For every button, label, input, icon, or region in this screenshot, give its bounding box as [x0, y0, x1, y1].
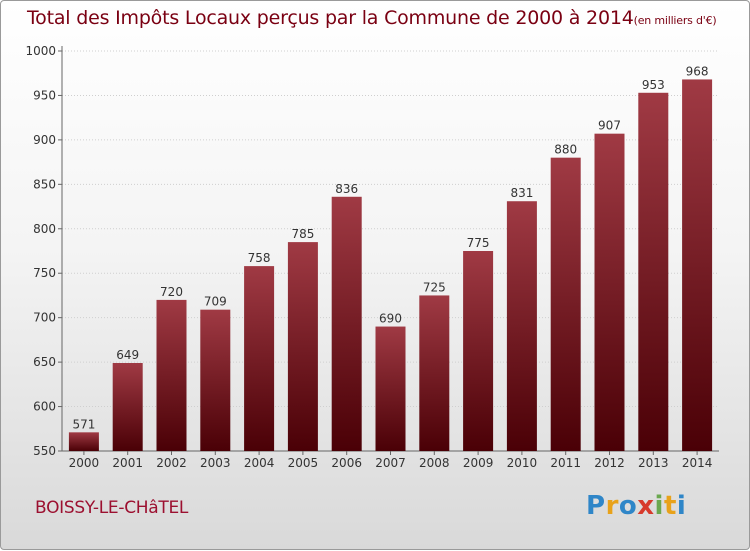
bar — [638, 92, 669, 452]
y-tick-label: 650 — [33, 355, 56, 369]
logo-letter: i — [654, 491, 664, 521]
commune-name: BOISSY-LE-CHâTEL — [35, 498, 189, 518]
logo-letter: r — [605, 491, 619, 521]
logo-letter: t — [663, 491, 677, 521]
data-label: 775 — [467, 236, 490, 250]
bar — [68, 432, 99, 451]
x-tick-label: 2011 — [550, 456, 581, 470]
chart-subtitle: (en milliers d'€) — [633, 14, 717, 27]
y-tick-label: 800 — [33, 222, 56, 236]
bar — [594, 133, 625, 451]
bar — [463, 251, 494, 451]
y-tick-label: 850 — [33, 177, 56, 191]
y-tick-label: 550 — [33, 444, 56, 458]
bar — [682, 79, 713, 451]
logo-letter: P — [586, 491, 606, 521]
x-tick-label: 2013 — [638, 456, 669, 470]
proxiti-logo[interactable]: Proxiti — [586, 491, 686, 521]
x-tick-label: 2014 — [682, 456, 713, 470]
x-tick-label: 2012 — [594, 456, 625, 470]
data-label: 720 — [160, 285, 183, 299]
data-label: 725 — [423, 280, 446, 294]
x-tick-label: 2004 — [244, 456, 275, 470]
x-tick-label: 2007 — [375, 456, 406, 470]
y-tick-label: 700 — [33, 311, 56, 325]
y-tick-label: 900 — [33, 133, 56, 147]
data-label: 785 — [291, 227, 314, 241]
data-label: 953 — [642, 78, 665, 92]
bar — [375, 326, 406, 451]
bar — [419, 295, 450, 451]
bar — [550, 157, 581, 451]
bar — [331, 196, 362, 451]
x-tick-label: 2002 — [156, 456, 187, 470]
x-tick-label: 2008 — [419, 456, 450, 470]
data-label: 571 — [72, 417, 95, 431]
x-tick-label: 2001 — [112, 456, 143, 470]
data-label: 831 — [510, 186, 533, 200]
x-tick-label: 2006 — [331, 456, 362, 470]
data-label: 649 — [116, 348, 139, 362]
title-text: Total des Impôts Locaux perçus par la Co… — [27, 7, 634, 29]
x-tick-label: 2009 — [463, 456, 494, 470]
bar — [156, 299, 187, 451]
x-tick-label: 2000 — [69, 456, 100, 470]
data-label: 758 — [248, 251, 271, 265]
y-tick-label: 1000 — [25, 44, 56, 58]
data-label: 907 — [598, 119, 621, 133]
bar — [506, 201, 537, 451]
y-tick-label: 750 — [33, 266, 56, 280]
logo-letter: i — [676, 491, 687, 521]
y-tick-label: 600 — [33, 400, 56, 414]
x-tick-label: 2010 — [507, 456, 538, 470]
data-label: 709 — [204, 295, 227, 309]
data-label: 880 — [554, 143, 577, 157]
x-tick-label: 2003 — [200, 456, 231, 470]
y-tick-label: 950 — [33, 88, 56, 102]
data-label: 968 — [686, 64, 709, 78]
chart-title: Total des Impôts Locaux perçus par la Co… — [27, 7, 717, 29]
bar — [112, 363, 143, 451]
bar — [287, 242, 318, 451]
bar — [244, 266, 275, 451]
data-label: 690 — [379, 312, 402, 326]
x-tick-label: 2005 — [288, 456, 319, 470]
logo-letter: o — [618, 491, 638, 521]
data-label: 836 — [335, 182, 358, 196]
bar — [200, 309, 231, 451]
logo-letter: x — [637, 491, 655, 521]
